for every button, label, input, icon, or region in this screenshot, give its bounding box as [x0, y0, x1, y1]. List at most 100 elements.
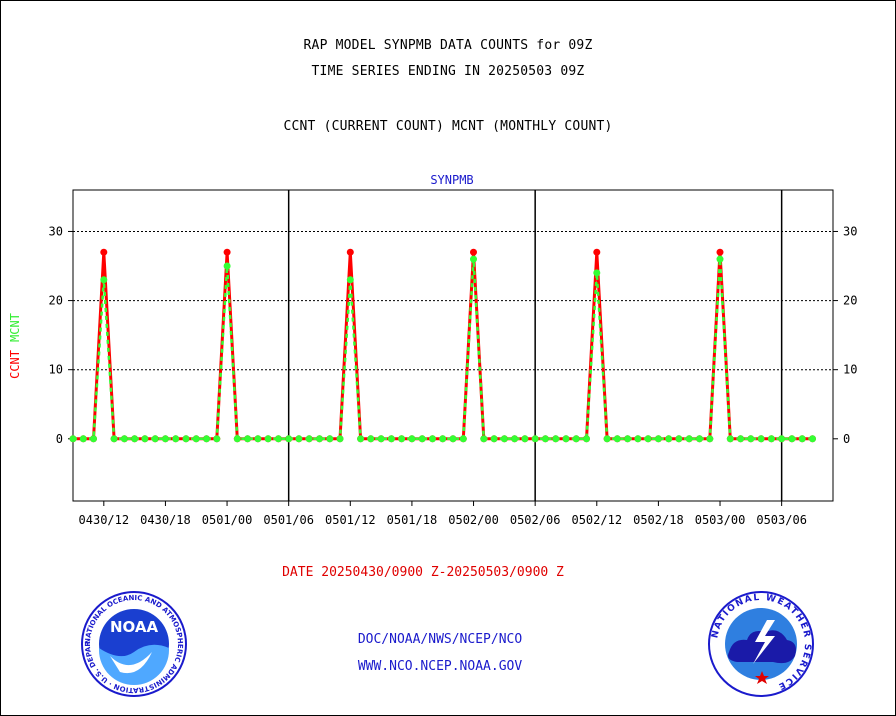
data-point-mcnt-3 — [100, 276, 108, 284]
data-point-mcnt-41 — [490, 435, 498, 443]
data-point-mcnt-7 — [141, 435, 149, 443]
x-tick-label-6: 0502/00 — [448, 513, 499, 527]
data-point-ccnt-15 — [223, 248, 231, 256]
data-point-mcnt-39 — [470, 255, 477, 263]
y-tick-label-left-20: 20 — [49, 294, 63, 308]
data-point-mcnt-33 — [408, 435, 416, 443]
data-point-mcnt-2 — [90, 435, 97, 443]
x-tick-label-2: 0501/00 — [202, 513, 253, 527]
data-point-mcnt-9 — [161, 435, 169, 443]
data-point-mcnt-10 — [172, 435, 180, 443]
x-tick-label-3: 0501/06 — [263, 513, 314, 527]
data-point-mcnt-69 — [778, 435, 786, 443]
data-point-mcnt-48 — [562, 435, 570, 443]
data-point-mcnt-61 — [696, 435, 703, 443]
data-point-mcnt-27 — [346, 276, 354, 284]
data-point-mcnt-18 — [254, 435, 262, 443]
x-tick-label-0: 0430/12 — [79, 513, 130, 527]
data-point-ccnt-63 — [716, 248, 724, 256]
data-point-mcnt-45 — [531, 435, 539, 443]
data-point-ccnt-51 — [593, 248, 601, 256]
data-point-mcnt-59 — [675, 435, 683, 443]
data-point-ccnt-27 — [346, 248, 354, 256]
data-point-mcnt-12 — [192, 435, 200, 443]
x-tick-label-9: 0502/18 — [633, 513, 684, 527]
data-point-mcnt-64 — [726, 435, 734, 443]
y-tick-label-left-30: 30 — [49, 224, 63, 238]
data-point-mcnt-21 — [285, 435, 293, 443]
noaa-logo-text: NOAA — [110, 618, 159, 636]
data-point-mcnt-37 — [449, 435, 457, 443]
y-axis-label-mcnt: MCNT — [8, 313, 22, 342]
data-point-mcnt-17 — [244, 435, 252, 443]
data-point-mcnt-65 — [737, 435, 745, 443]
y-axis-label-group: CCNT MCNT — [8, 313, 22, 379]
data-point-mcnt-24 — [316, 435, 323, 443]
data-point-mcnt-34 — [418, 435, 426, 443]
data-point-mcnt-50 — [583, 435, 590, 443]
data-point-mcnt-29 — [367, 435, 375, 443]
plot-frame — [72, 189, 834, 502]
nws-logo-icon: NATIONAL WEATHER SERVICE — [708, 591, 814, 697]
y-tick-label-left-10: 10 — [49, 363, 63, 377]
data-point-mcnt-42 — [500, 435, 508, 443]
credit-line-2[interactable]: WWW.NCO.NCEP.NOAA.GOV — [357, 659, 523, 674]
data-point-mcnt-31 — [387, 435, 395, 443]
chart-title-line1: RAP MODEL SYNPMB DATA COUNTS for 09Z — [303, 38, 593, 53]
data-point-mcnt-5 — [120, 435, 128, 443]
data-point-mcnt-43 — [511, 435, 519, 443]
data-point-mcnt-72 — [809, 435, 816, 443]
data-point-mcnt-36 — [439, 435, 447, 443]
data-point-mcnt-30 — [377, 435, 385, 443]
x-tick-label-5: 0501/18 — [387, 513, 438, 527]
data-point-mcnt-1 — [79, 435, 87, 443]
data-point-mcnt-28 — [357, 435, 365, 443]
data-point-mcnt-63 — [716, 255, 724, 263]
day-boundary-layer — [287, 190, 783, 501]
data-point-mcnt-13 — [203, 435, 210, 443]
data-point-mcnt-66 — [747, 435, 755, 443]
data-point-mcnt-56 — [644, 435, 652, 443]
data-point-mcnt-32 — [398, 435, 406, 443]
data-point-mcnt-15 — [223, 262, 231, 270]
data-point-mcnt-47 — [552, 435, 560, 443]
data-point-mcnt-16 — [233, 435, 241, 443]
y-tick-label-right-0: 0 — [843, 432, 850, 446]
date-range-label: DATE 20250430/0900 Z-20250503/0900 Z — [282, 565, 564, 580]
data-point-mcnt-0 — [69, 435, 77, 443]
data-point-mcnt-11 — [182, 435, 190, 443]
data-point-ccnt-3 — [100, 248, 108, 256]
data-point-mcnt-38 — [459, 435, 467, 443]
data-point-mcnt-46 — [541, 435, 549, 443]
x-tick-layer: 0430/12 0430/18 0501/00 0501/06 0501/12 0501/… — [79, 501, 807, 527]
series-legend-line: CCNT (CURRENT COUNT) MCNT (MONTHLY COUNT… — [283, 119, 613, 134]
data-point-mcnt-52 — [603, 435, 611, 443]
data-point-mcnt-68 — [767, 435, 775, 443]
series-line-ccnt — [73, 252, 813, 441]
panel-title: SYNPMB — [430, 173, 473, 187]
data-point-ccnt-39 — [470, 248, 477, 256]
data-point-mcnt-35 — [429, 435, 436, 443]
x-tick-label-7: 0502/06 — [510, 513, 561, 527]
data-point-mcnt-6 — [131, 435, 139, 443]
svg-text:CCNTMCNT: CCNT MCNT — [8, 313, 22, 379]
data-point-mcnt-70 — [788, 435, 796, 443]
y-tick-label-left-0: 0 — [56, 432, 63, 446]
data-point-mcnt-22 — [295, 435, 303, 443]
data-point-mcnt-49 — [572, 435, 580, 443]
x-tick-label-10: 0503/00 — [695, 513, 746, 527]
grid-layer — [73, 230, 833, 371]
data-point-mcnt-62 — [706, 435, 714, 443]
credit-line-1[interactable]: DOC/NOAA/NWS/NCEP/NCO — [357, 632, 523, 647]
y-tick-label-right-20: 20 — [843, 294, 857, 308]
data-point-mcnt-60 — [685, 435, 693, 443]
data-point-mcnt-51 — [593, 269, 601, 277]
data-point-mcnt-14 — [213, 435, 221, 443]
x-tick-label-1: 0430/18 — [140, 513, 191, 527]
data-point-mcnt-8 — [151, 435, 159, 443]
x-tick-label-4: 0501/12 — [325, 513, 376, 527]
data-point-mcnt-4 — [110, 435, 118, 443]
series-layer — [69, 248, 816, 443]
data-point-mcnt-67 — [757, 435, 765, 443]
data-point-mcnt-40 — [480, 435, 488, 443]
